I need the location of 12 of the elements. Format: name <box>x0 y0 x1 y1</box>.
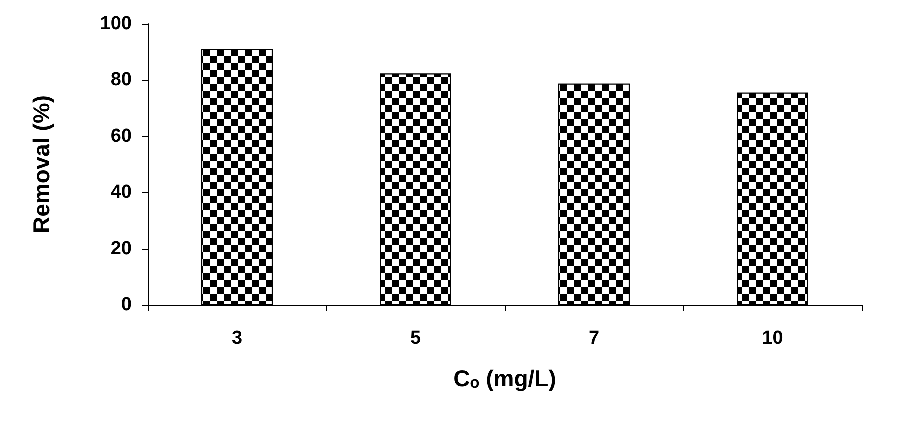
y-tick-label: 80 <box>110 70 132 91</box>
x-tick-label: 7 <box>588 328 600 349</box>
x-tick-label: 3 <box>232 328 243 349</box>
x-tick-label: 5 <box>410 328 422 349</box>
y-tick-label: 40 <box>110 182 132 204</box>
y-tick-label: 0 <box>121 294 132 316</box>
y-tick-label: 60 <box>110 126 132 147</box>
y-tick-label: 20 <box>110 238 132 260</box>
x-axis-title: Cₒ (mg/L) <box>454 366 556 392</box>
x-tick-label: 10 <box>762 328 784 349</box>
y-axis-title: Removal (%) <box>28 95 54 234</box>
y-tick-label: 100 <box>100 14 132 34</box>
